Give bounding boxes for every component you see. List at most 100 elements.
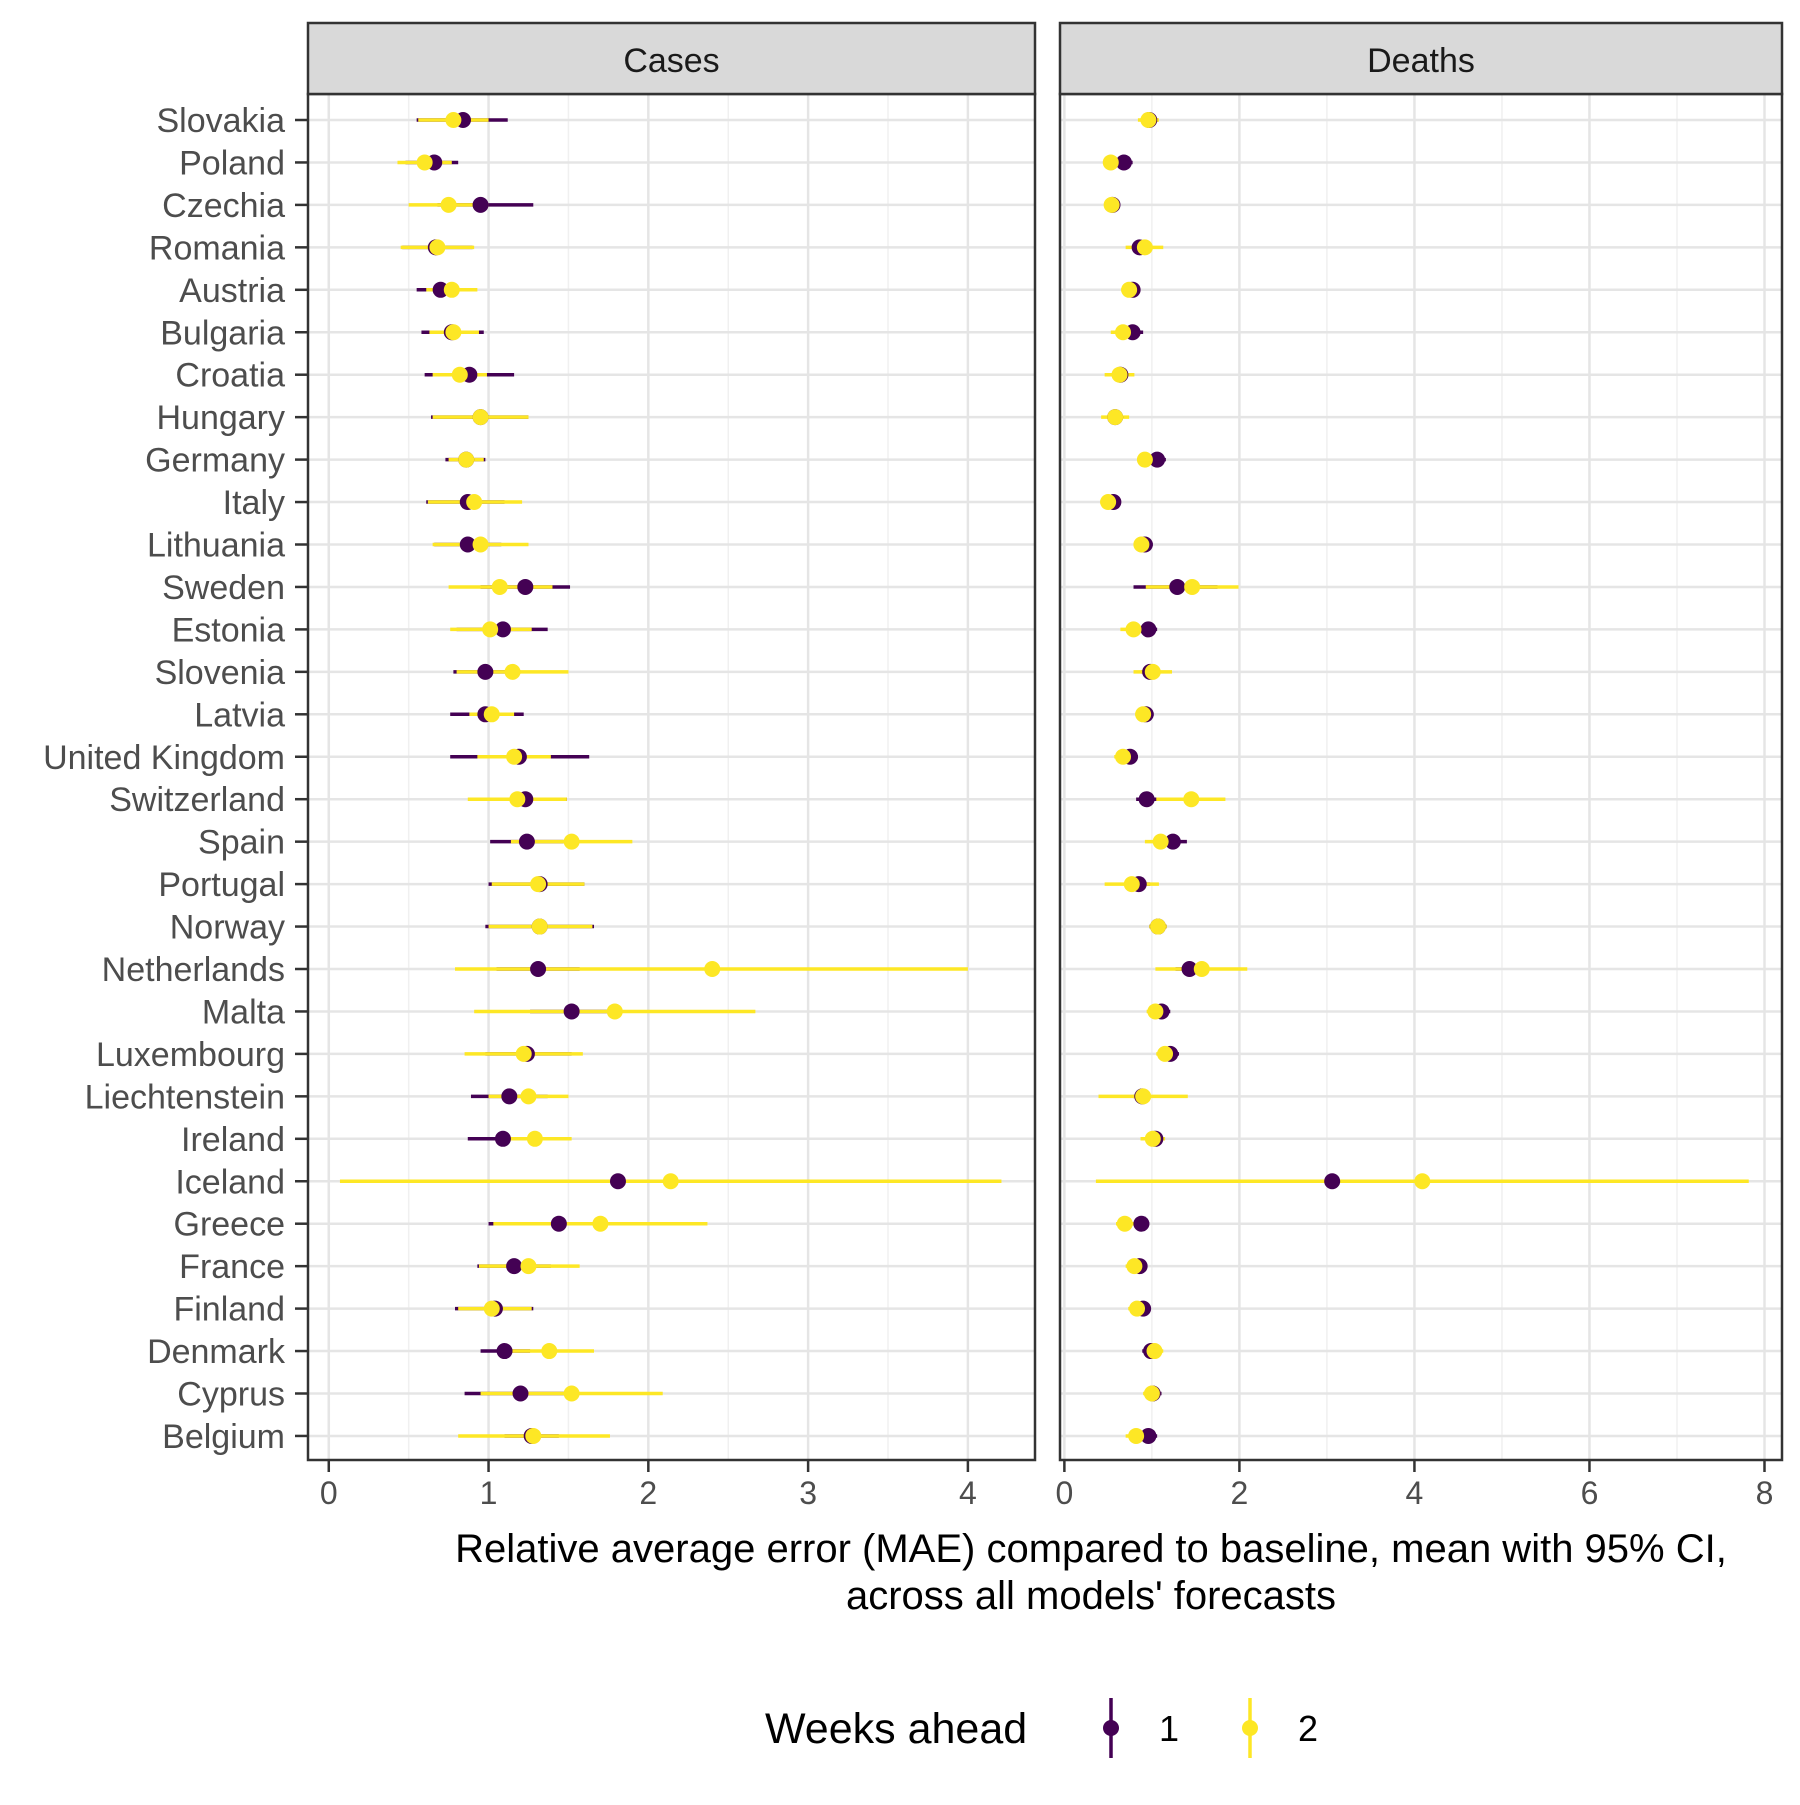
mean-point-week-2 (1144, 1130, 1161, 1147)
facet-strip (1058, 21, 1784, 96)
mean-point-week-1 (477, 663, 494, 680)
mean-point-week-2 (504, 663, 521, 680)
mean-point-week-2 (445, 112, 462, 128)
mean-point-week-2 (1111, 366, 1128, 383)
mean-point-week-2 (466, 494, 483, 511)
country-label: Slovenia (155, 654, 286, 692)
x-tick-label: 6 (1581, 1475, 1599, 1511)
country-label: Ireland (181, 1121, 285, 1159)
mean-point-week-1 (1138, 791, 1155, 808)
mean-point-week-2 (1135, 706, 1152, 723)
mean-point-week-2 (1123, 876, 1140, 893)
mean-point-week-1 (1169, 578, 1186, 595)
country-label: Denmark (147, 1333, 286, 1371)
mean-point-week-2 (1103, 196, 1120, 213)
mean-point-week-2 (1136, 451, 1153, 468)
country-label: France (179, 1248, 285, 1286)
mean-point-week-1 (506, 1258, 523, 1275)
x-axis-label: Relative average error (MAE) compared to… (455, 1527, 1727, 1618)
mean-point-week-2 (429, 239, 446, 256)
x-tick-label: 4 (1406, 1475, 1424, 1511)
x-axis-label-line: across all models' forecasts (846, 1574, 1336, 1618)
mean-point-week-1 (501, 1088, 518, 1105)
country-label: Croatia (175, 357, 285, 395)
country-label: Netherlands (102, 951, 285, 989)
mean-point-week-2 (563, 1385, 580, 1402)
facet-title: Deaths (1367, 42, 1475, 80)
country-label: Lithuania (147, 527, 285, 565)
mean-point-week-2 (1157, 1045, 1174, 1062)
legend-item-label: 2 (1298, 1708, 1318, 1749)
mean-point-week-2 (1144, 663, 1161, 680)
mean-point-week-1 (517, 578, 534, 595)
mean-point-week-2 (1100, 494, 1117, 511)
country-label: Poland (179, 144, 285, 182)
legend-title: Weeks ahead (765, 1705, 1027, 1753)
mean-point-week-2 (491, 578, 508, 595)
mean-point-week-1 (563, 1003, 580, 1020)
x-tick-label: 3 (799, 1475, 817, 1511)
mean-point-week-1 (1140, 1427, 1157, 1444)
legend-item-label: 1 (1159, 1708, 1179, 1749)
mean-point-week-2 (482, 621, 499, 638)
mean-point-week-2 (483, 1300, 500, 1317)
mean-point-week-2 (1121, 281, 1138, 298)
country-label: Romania (149, 229, 285, 267)
mean-point-week-2 (483, 706, 500, 723)
mean-point-week-2 (1129, 1300, 1146, 1317)
mean-point-week-2 (1107, 409, 1124, 426)
mean-point-week-1 (494, 621, 511, 638)
mean-point-week-1 (1140, 621, 1157, 638)
mean-point-week-1 (494, 1130, 511, 1147)
country-label: Germany (145, 442, 285, 480)
country-label: Estonia (172, 611, 285, 649)
mean-point-week-1 (1115, 154, 1132, 171)
country-label: Bulgaria (160, 314, 285, 352)
mean-point-week-2 (1115, 748, 1132, 765)
country-label: Belgium (162, 1418, 285, 1456)
mean-point-week-1 (1133, 1215, 1150, 1232)
country-label: Austria (179, 272, 285, 310)
mean-point-week-1 (459, 536, 476, 553)
mean-point-week-1 (1149, 451, 1166, 468)
mean-point-week-2 (1140, 112, 1157, 128)
mean-point-week-2 (1193, 961, 1210, 977)
country-label: Spain (198, 824, 285, 862)
mean-point-week-1 (609, 1173, 626, 1190)
country-label: Cyprus (177, 1376, 285, 1414)
mean-point-week-2 (416, 154, 433, 171)
mean-point-week-2 (1115, 324, 1132, 341)
x-tick-label: 2 (1231, 1475, 1249, 1511)
mean-point-week-2 (1116, 1215, 1133, 1232)
mean-point-week-2 (1183, 791, 1200, 808)
mean-point-week-2 (704, 961, 721, 977)
mean-point-week-2 (662, 1173, 679, 1190)
mean-point-week-2 (1133, 536, 1150, 553)
mean-point-week-2 (530, 876, 547, 893)
mean-point-week-2 (606, 1003, 623, 1020)
mean-point-week-2 (563, 833, 580, 850)
mean-point-week-2 (515, 1045, 532, 1062)
mean-point-week-2 (1146, 1343, 1163, 1360)
mean-point-week-2 (520, 1088, 537, 1105)
mean-point-week-2 (451, 366, 468, 383)
country-label: Norway (170, 909, 285, 947)
mean-point-week-1 (1324, 1173, 1341, 1190)
mean-point-week-2 (1125, 621, 1142, 638)
country-label: Iceland (175, 1163, 285, 1201)
country-label: Malta (202, 993, 285, 1031)
x-tick-label: 4 (959, 1475, 977, 1511)
x-tick-label: 0 (1055, 1475, 1073, 1511)
country-label: Greece (174, 1206, 286, 1244)
mean-point-week-2 (1136, 239, 1153, 256)
country-label: Portugal (158, 866, 285, 904)
x-axis-label-line: Relative average error (MAE) compared to… (455, 1527, 1727, 1571)
mean-point-week-2 (506, 748, 523, 765)
mean-point-week-2 (592, 1215, 609, 1232)
mean-point-week-2 (1102, 154, 1119, 171)
mean-point-week-2 (541, 1343, 558, 1360)
mean-point-week-1 (530, 961, 547, 977)
mean-point-week-2 (1126, 1258, 1143, 1275)
mean-point-week-1 (550, 1215, 567, 1232)
mean-point-week-2 (458, 451, 475, 468)
